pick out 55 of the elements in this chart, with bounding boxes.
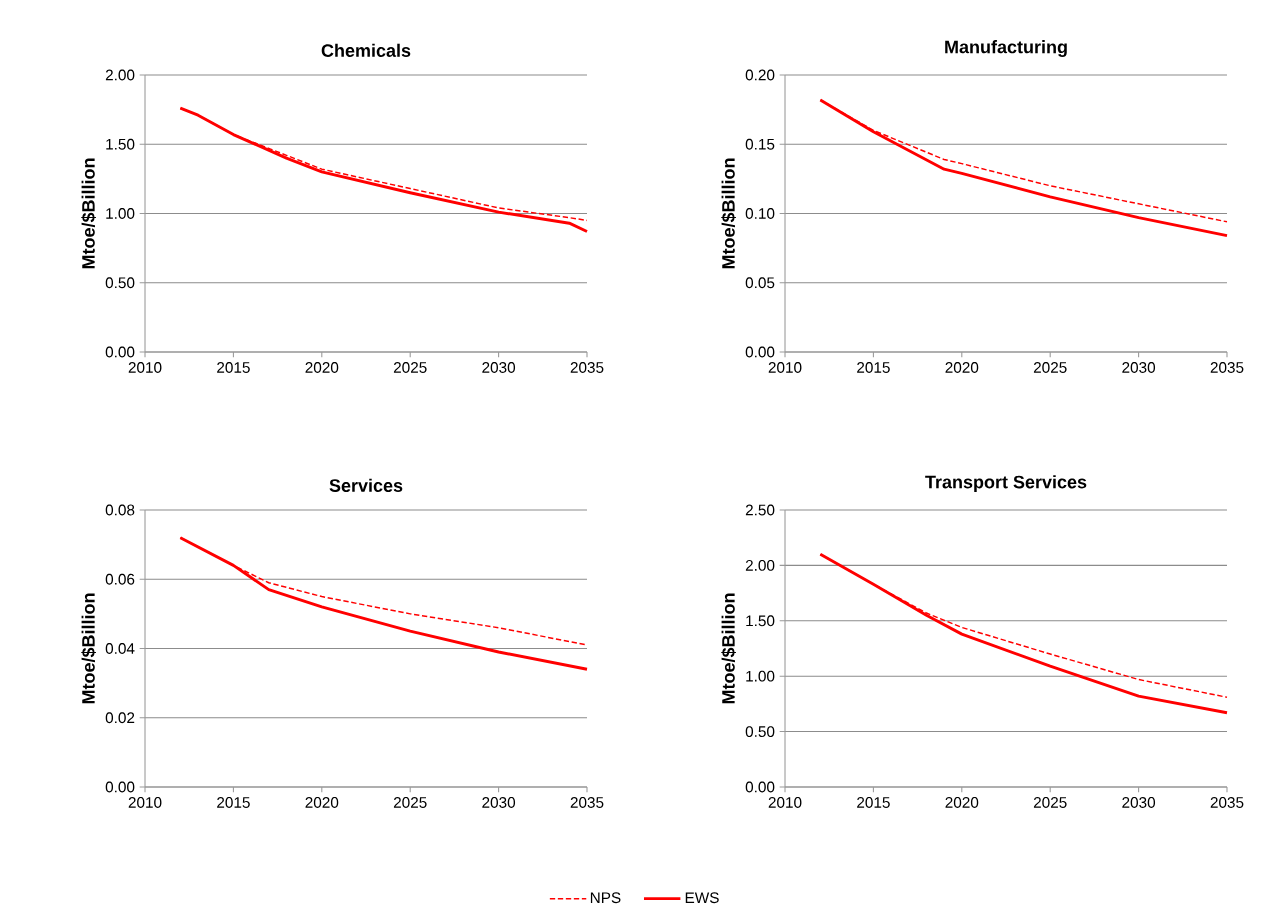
y-tick-label: 0.06	[105, 573, 135, 585]
x-tick-label: 2035	[570, 796, 604, 808]
x-tick-label: 2030	[482, 361, 516, 373]
chart-title: Manufacturing	[945, 39, 1067, 57]
y-tick-label: 1.50	[106, 138, 135, 150]
y-axis-title: Mtoe/$Billion	[81, 593, 96, 704]
x-tick-label: 2015	[217, 361, 250, 373]
chart-title: Transport Services	[925, 474, 1087, 492]
x-tick-label: 2025	[393, 796, 427, 808]
chart-title: Chemicals	[321, 43, 411, 57]
y-axis-title: Mtoe/$Billion	[721, 593, 736, 704]
y-tick-label: 0.00	[105, 781, 135, 793]
y-tick-label: 0.00	[745, 346, 775, 358]
x-tick-label: 2035	[1210, 796, 1244, 808]
x-tick-label: 2020	[945, 361, 979, 373]
y-axis-title: Mtoe/$Billion	[81, 158, 96, 269]
x-tick-label: 2025	[1033, 361, 1067, 373]
y-tick-label: 0.00	[745, 781, 775, 793]
chart-title: Services	[329, 478, 403, 492]
legend-label: EWS	[685, 892, 719, 903]
x-tick-label: 2020	[945, 796, 979, 808]
x-tick-label: 2015	[217, 796, 250, 808]
x-tick-label: 2015	[857, 361, 890, 373]
x-tick-label: 2010	[768, 361, 802, 373]
x-tick-label: 2030	[1122, 796, 1156, 808]
y-axis-title: Mtoe/$Billion	[721, 158, 736, 269]
x-tick-label: 2035	[570, 361, 604, 373]
x-tick-label: 2035	[1210, 361, 1244, 373]
x-tick-label: 2020	[305, 361, 339, 373]
legend-label: NPS	[590, 892, 621, 903]
y-tick-label: 0.05	[745, 277, 775, 288]
y-tick-label: 2.00	[745, 559, 775, 571]
x-tick-label: 2010	[128, 796, 162, 808]
y-tick-label: 0.04	[105, 642, 135, 654]
y-tick-label: 1.00	[746, 670, 775, 682]
y-tick-label: 0.00	[105, 346, 135, 358]
y-tick-label: 0.50	[105, 277, 135, 288]
y-tick-label: 0.10	[745, 207, 775, 219]
y-tick-label: 1.00	[106, 207, 135, 219]
y-tick-label: 0.20	[745, 69, 775, 81]
y-tick-label: 0.08	[105, 504, 135, 516]
x-tick-label: 2010	[128, 361, 162, 373]
x-tick-label: 2030	[1122, 361, 1156, 373]
x-tick-label: 2025	[393, 361, 427, 373]
x-tick-label: 2010	[768, 796, 802, 808]
x-tick-label: 2020	[305, 796, 339, 808]
x-tick-label: 2025	[1033, 796, 1067, 808]
y-tick-label: 2.00	[105, 69, 135, 81]
y-tick-label: 0.02	[105, 712, 135, 723]
y-tick-label: 0.15	[745, 138, 775, 150]
x-tick-label: 2030	[482, 796, 516, 808]
y-tick-label: 2.50	[745, 504, 775, 516]
y-tick-label: 1.50	[746, 615, 775, 627]
x-tick-label: 2015	[857, 796, 890, 808]
y-tick-label: 0.50	[745, 725, 775, 737]
